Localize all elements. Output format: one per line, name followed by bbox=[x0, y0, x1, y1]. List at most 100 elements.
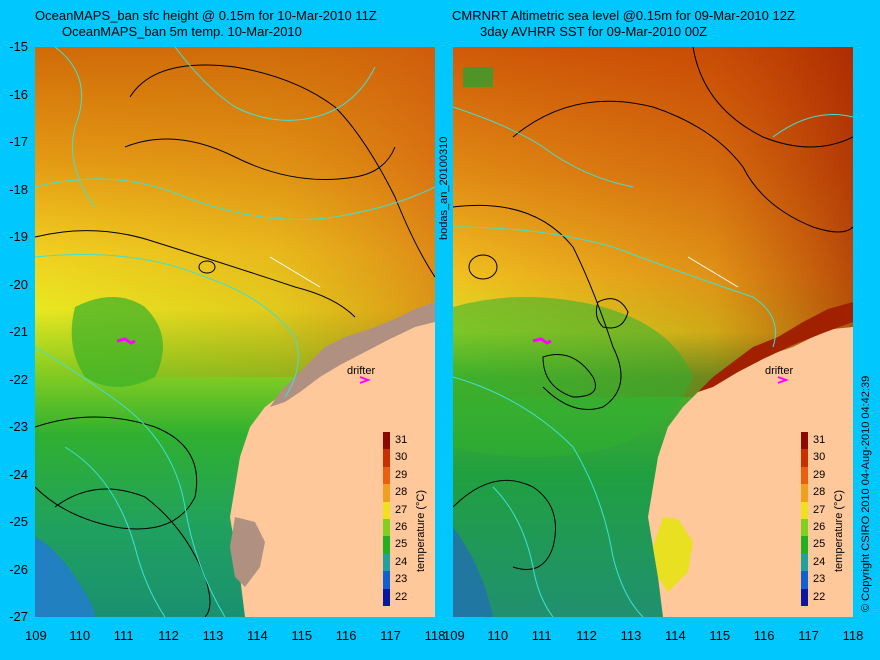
left-contour-1 bbox=[129, 64, 435, 278]
colorbar-segment bbox=[801, 536, 808, 555]
left-cyan-4 bbox=[174, 47, 376, 121]
colorbar-segment bbox=[383, 588, 390, 607]
left-cyan-3 bbox=[54, 47, 96, 208]
right-map-svg bbox=[453, 47, 853, 617]
colorbar-tick-label: 25 bbox=[395, 538, 408, 551]
colorbar-tick-label: 27 bbox=[395, 503, 408, 516]
colorbar-tick-label: 31 bbox=[395, 434, 408, 446]
copyright-label: © Copyright CSIRO 2010 04-Aug-2010 04:42… bbox=[860, 375, 872, 612]
x-tick-label: 118 bbox=[842, 628, 864, 643]
x-tick-label: 111 bbox=[531, 628, 552, 643]
left-contour-ring bbox=[198, 260, 216, 274]
run-id-label: bodas_an_20100310 bbox=[438, 136, 450, 240]
right-contour-ring-2 bbox=[595, 298, 629, 329]
colorbar-tick-label: 23 bbox=[395, 573, 408, 586]
left-map-svg bbox=[35, 47, 435, 617]
right-cyan-2 bbox=[453, 106, 634, 188]
x-tick-label: 109 bbox=[25, 628, 47, 643]
left-drifter-track bbox=[116, 337, 136, 345]
right-cold-corner bbox=[453, 527, 493, 617]
colorbar-segment bbox=[383, 449, 390, 468]
colorbar-tick-label: 30 bbox=[395, 451, 408, 464]
colorbar-tick-label: 24 bbox=[395, 555, 408, 568]
left-coast-south bbox=[230, 517, 265, 587]
x-tick-label: 112 bbox=[576, 628, 597, 643]
colorbar-tick-label: 28 bbox=[395, 486, 408, 499]
y-tick-label: -24 bbox=[9, 466, 28, 482]
x-tick-label: 116 bbox=[753, 628, 775, 643]
colorbar-label: temperature (°C) bbox=[415, 489, 427, 572]
right-cyan-5 bbox=[492, 486, 554, 617]
colorbar-segment bbox=[801, 571, 808, 590]
colorbar-label: temperature (°C) bbox=[833, 489, 845, 572]
colorbar-tick-label: 22 bbox=[813, 590, 826, 603]
left-cyan-2 bbox=[35, 254, 299, 398]
colorbar-segment bbox=[383, 571, 390, 590]
x-tick-label: 116 bbox=[335, 628, 357, 643]
right-cyan-1 bbox=[453, 226, 776, 348]
colorbar-segment bbox=[383, 553, 390, 572]
x-tick-label: 109 bbox=[443, 628, 465, 643]
left-contour-4 bbox=[35, 416, 198, 530]
right-coast-warm bbox=[698, 302, 853, 392]
colorbar-segment bbox=[383, 536, 390, 555]
right-contour-1 bbox=[512, 100, 853, 233]
x-tick-label: 118 bbox=[424, 628, 446, 643]
colorbar-tick-label: 30 bbox=[813, 451, 826, 464]
left-drifter-label: drifter bbox=[347, 365, 376, 377]
colorbar-segment bbox=[383, 466, 390, 485]
left-cyan-1 bbox=[35, 178, 435, 220]
left-contour-3 bbox=[124, 138, 396, 180]
y-tick-label: -16 bbox=[9, 86, 28, 102]
right-cyan-3 bbox=[453, 376, 644, 617]
right-drifter-marker bbox=[777, 376, 789, 384]
colorbar-segment bbox=[383, 501, 390, 520]
right-contour-3 bbox=[453, 479, 556, 570]
colorbar-segment bbox=[801, 432, 808, 450]
right-title-line2: 3day AVHRR SST for 09-Mar-2010 00Z bbox=[480, 24, 708, 39]
right-coast-south bbox=[653, 517, 693, 592]
right-green-topleft bbox=[463, 67, 493, 87]
right-cyan-4 bbox=[772, 114, 853, 138]
x-tick-label: 115 bbox=[291, 628, 313, 643]
colorbar-tick-label: 24 bbox=[813, 555, 826, 568]
left-cyan-6 bbox=[64, 446, 166, 617]
colorbar-tick-label: 26 bbox=[813, 521, 826, 533]
colorbar-tick-label: 31 bbox=[813, 434, 826, 446]
y-tick-label: -18 bbox=[9, 181, 28, 197]
right-contour-ring-1 bbox=[542, 354, 596, 398]
y-tick-label: -25 bbox=[9, 514, 28, 529]
colorbar-segment bbox=[801, 501, 808, 520]
left-coast-shelf bbox=[270, 302, 435, 407]
left-map-panel: drifter 31 30 29 28 27 26 25 24 23 22 temperature … bbox=[35, 47, 435, 617]
y-tick-label: -27 bbox=[9, 609, 28, 624]
left-white-line bbox=[269, 256, 321, 288]
left-cold-corner bbox=[35, 537, 95, 617]
y-tick-label: -21 bbox=[9, 324, 28, 339]
colorbar-tick-label: 23 bbox=[813, 573, 826, 586]
colorbar-tick-label: 28 bbox=[813, 486, 826, 499]
right-contour-4 bbox=[692, 47, 853, 148]
left-title-line2: OceanMAPS_ban 5m temp. 10-Mar-2010 bbox=[62, 24, 302, 39]
y-tick-label: -23 bbox=[9, 419, 28, 434]
colorbar-segment bbox=[801, 466, 808, 485]
x-tick-label: 113 bbox=[202, 628, 224, 643]
x-tick-label: 113 bbox=[620, 628, 642, 643]
x-tick-label: 114 bbox=[247, 628, 268, 643]
colorbar-segment bbox=[383, 432, 390, 450]
colorbar-segment bbox=[801, 449, 808, 468]
right-contour-2 bbox=[453, 204, 622, 410]
y-tick-label: -20 bbox=[9, 276, 28, 292]
right-title-line1: CMRNRT Altimetric sea level @0.15m for 0… bbox=[452, 8, 795, 23]
colorbar-segment bbox=[383, 484, 390, 503]
y-tick-label: -19 bbox=[9, 229, 28, 244]
y-tick-label: -26 bbox=[9, 561, 28, 577]
right-drifter-track bbox=[532, 337, 552, 345]
colorbar-tick-label: 26 bbox=[395, 521, 408, 533]
x-tick-label: 117 bbox=[798, 628, 819, 643]
x-tick-label: 110 bbox=[487, 628, 509, 643]
colorbar-tick-label: 29 bbox=[813, 468, 826, 481]
y-tick-label: -22 bbox=[9, 371, 28, 387]
x-tick-label: 110 bbox=[69, 628, 91, 643]
right-map-panel: drifter 31 30 29 28 27 26 25 24 23 22 temperature … bbox=[453, 47, 853, 617]
